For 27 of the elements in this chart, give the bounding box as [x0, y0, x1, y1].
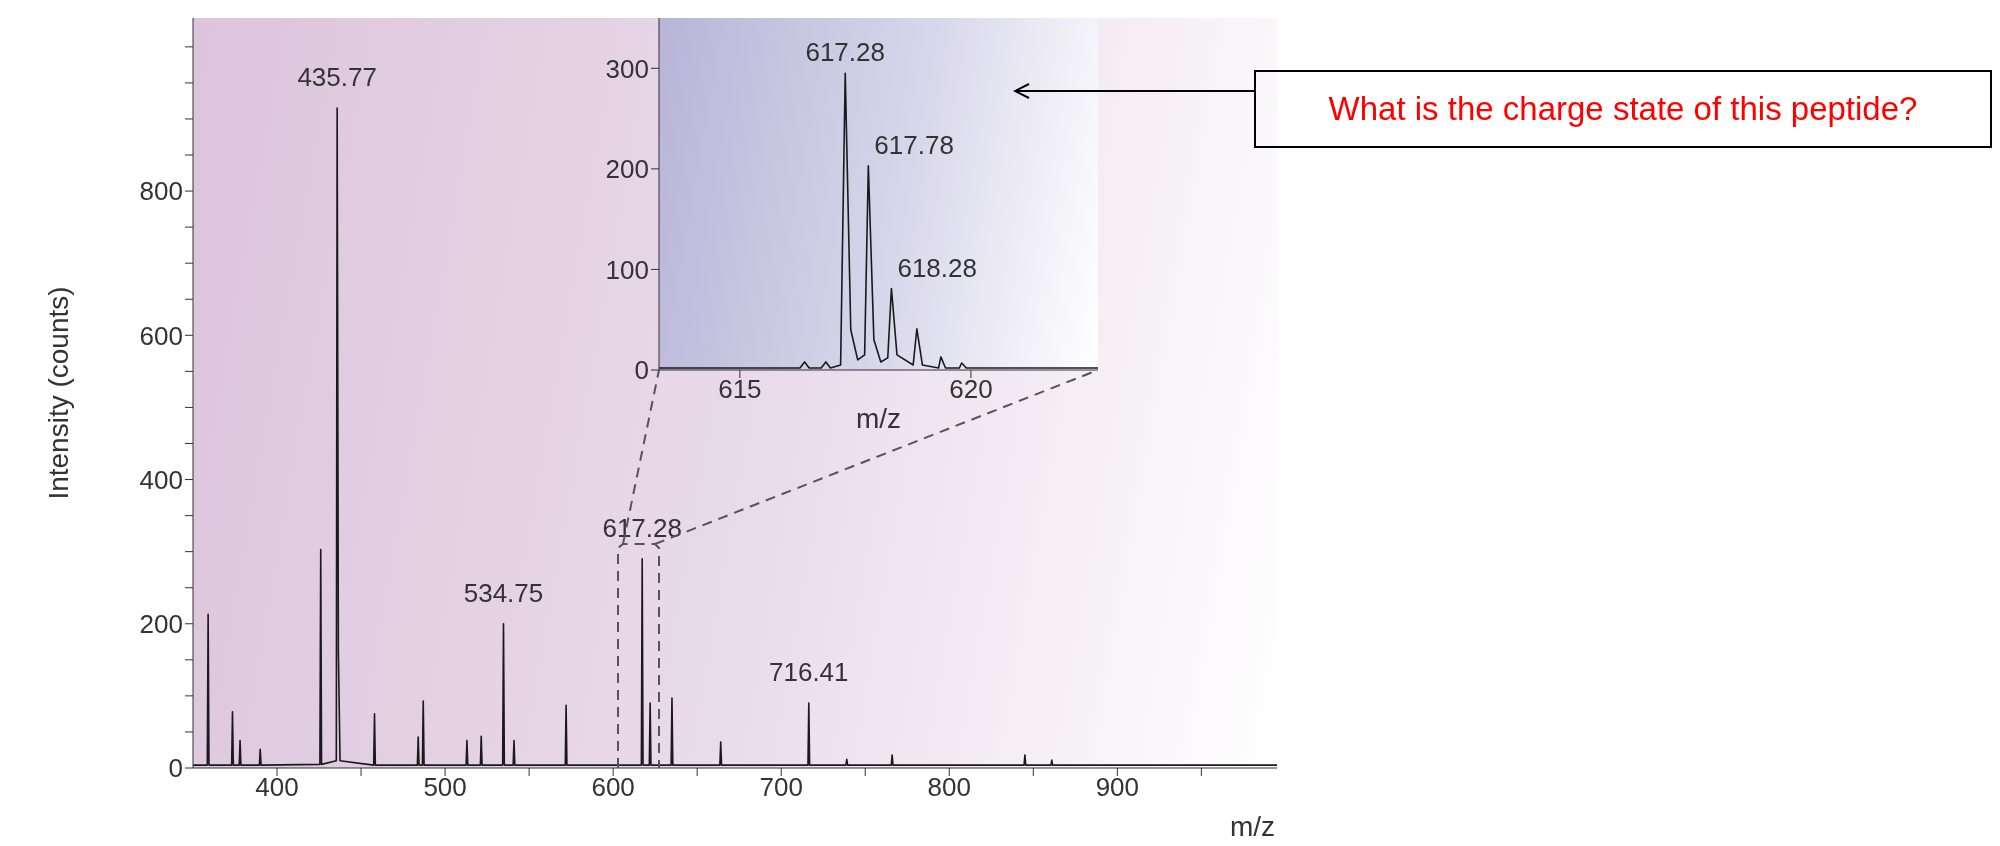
y-tick-label: 800: [139, 176, 183, 207]
x-tick-label: 615: [718, 374, 762, 405]
x-tick-label: 620: [949, 374, 993, 405]
y-axis-title: Intensity (counts): [42, 286, 74, 500]
annotation: 617.78: [874, 129, 954, 160]
x-tick-label: 900: [1095, 772, 1140, 803]
annotation: 435.77: [297, 62, 377, 93]
x-tick-label: 700: [759, 772, 803, 803]
y-tick-label: 100: [605, 254, 649, 285]
x-tick-label: 800: [927, 772, 971, 803]
annotation: 617.28: [602, 512, 682, 543]
y-tick-label: 400: [139, 464, 183, 495]
x-axis-title: m/z: [1229, 811, 1275, 842]
annotation: 534.75: [463, 577, 544, 608]
y-tick-label: 300: [605, 53, 649, 84]
x-tick-label: 400: [255, 772, 299, 803]
y-tick-label: 0: [168, 753, 183, 784]
annotation: 617.28: [805, 37, 885, 68]
annotation: 716.41: [769, 657, 849, 688]
annotation: 618.28: [897, 252, 977, 283]
y-tick-label: 200: [605, 154, 649, 185]
y-tick-label: 600: [139, 320, 183, 351]
text: What is the charge state of this peptide?: [1254, 70, 1992, 148]
y-tick-label: 0: [634, 355, 649, 386]
y-tick-label: 200: [139, 609, 183, 639]
x-axis-title: m/z: [855, 403, 902, 434]
x-tick-label: 500: [423, 772, 467, 803]
